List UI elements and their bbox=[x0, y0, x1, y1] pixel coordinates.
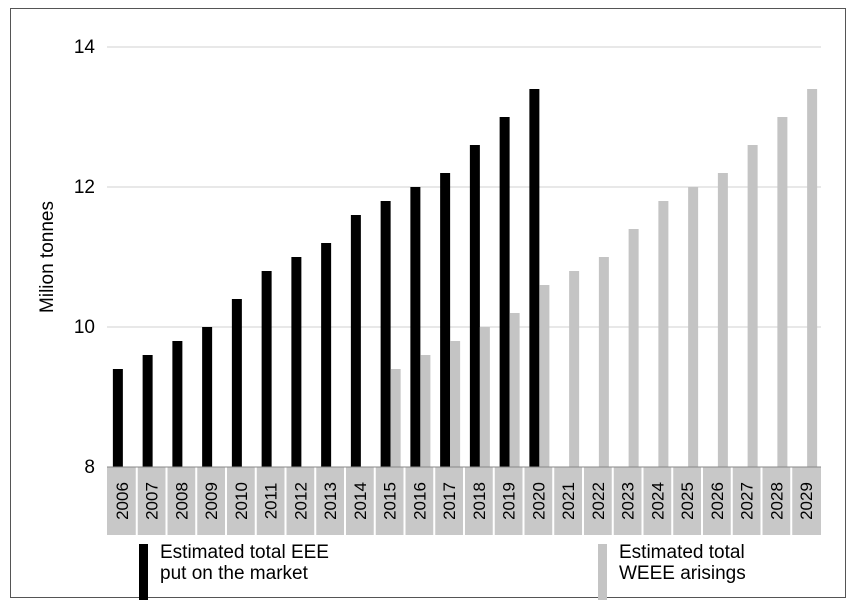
y-tick-label-10: 10 bbox=[74, 317, 95, 338]
legend-swatch-eee bbox=[139, 544, 148, 600]
x-tick-label-2007: 2007 bbox=[143, 482, 162, 520]
bar-eee-2018 bbox=[469, 145, 480, 467]
bar-weee-2021 bbox=[569, 271, 580, 467]
x-tick-label-2029: 2029 bbox=[797, 482, 816, 520]
bar-eee-2007 bbox=[142, 355, 153, 467]
legend-item-eee: Estimated total EEE put on the market bbox=[139, 542, 329, 600]
x-tick-label-2011: 2011 bbox=[262, 483, 281, 520]
legend-item-weee: Estimated total WEEE arisings bbox=[598, 542, 746, 600]
bar-eee-2009 bbox=[202, 327, 213, 467]
bar-weee-2022 bbox=[598, 257, 609, 467]
bar-weee-2017 bbox=[450, 341, 461, 467]
bar-eee-2014 bbox=[350, 215, 361, 467]
bar-eee-2011 bbox=[261, 271, 272, 467]
bar-weee-2020 bbox=[539, 285, 550, 467]
legend-label-weee: Estimated total WEEE arisings bbox=[619, 542, 746, 584]
x-tick-label-2023: 2023 bbox=[619, 482, 638, 520]
x-tick-label-2020: 2020 bbox=[529, 482, 548, 520]
x-tick-label-2022: 2022 bbox=[589, 482, 608, 520]
y-tick-label-12: 12 bbox=[74, 177, 95, 198]
x-tick-label-2027: 2027 bbox=[738, 482, 757, 520]
bar-weee-2025 bbox=[688, 187, 699, 467]
legend-label-eee: Estimated total EEE put on the market bbox=[160, 542, 329, 584]
bar-weee-2015 bbox=[390, 369, 401, 467]
x-tick-label-2015: 2015 bbox=[381, 482, 400, 520]
chart-frame: 8 10 12 14 Milion tonnes 2006 2007 2008 2009 2010… bbox=[10, 8, 846, 600]
x-tick-label-2012: 2012 bbox=[291, 482, 310, 520]
bar-weee-2028 bbox=[777, 117, 788, 467]
bar-eee-2020 bbox=[529, 89, 540, 467]
y-axis-label: Milion tonnes bbox=[37, 201, 58, 313]
bar-weee-2029 bbox=[807, 89, 818, 467]
x-tick-label-2009: 2009 bbox=[202, 482, 221, 520]
bar-weee-2027 bbox=[747, 145, 758, 467]
x-tick-label-2019: 2019 bbox=[500, 482, 519, 520]
x-tick-label-2021: 2021 bbox=[559, 482, 578, 520]
bar-weee-2019 bbox=[509, 313, 520, 467]
bar-weee-2023 bbox=[628, 229, 639, 467]
x-tick-label-2024: 2024 bbox=[648, 482, 667, 520]
bar-weee-2024 bbox=[658, 201, 669, 467]
bar-eee-2017 bbox=[440, 173, 451, 467]
x-tick-label-2010: 2010 bbox=[232, 482, 251, 520]
bar-eee-2008 bbox=[172, 341, 183, 467]
legend-swatch-weee bbox=[598, 544, 607, 600]
x-tick-label-2026: 2026 bbox=[708, 482, 727, 520]
bar-eee-2012 bbox=[291, 257, 302, 467]
x-tick-label-2017: 2017 bbox=[440, 482, 459, 520]
x-tick-label-2008: 2008 bbox=[172, 482, 191, 520]
x-tick-label-2028: 2028 bbox=[767, 482, 786, 520]
bar-eee-2019 bbox=[499, 117, 510, 467]
x-tick-label-2025: 2025 bbox=[678, 482, 697, 520]
x-tick-label-2016: 2016 bbox=[410, 482, 429, 520]
bar-weee-2016 bbox=[420, 355, 431, 467]
bar-eee-2015 bbox=[380, 201, 391, 467]
bar-weee-2018 bbox=[479, 327, 490, 467]
x-tick-label-2013: 2013 bbox=[321, 482, 340, 520]
bar-eee-2013 bbox=[321, 243, 332, 467]
bar-weee-2026 bbox=[717, 173, 728, 467]
bar-eee-2010 bbox=[231, 299, 242, 467]
bar-chart: 8 10 12 14 Milion tonnes 2006 2007 2008 2009 2010… bbox=[37, 37, 821, 535]
x-tick-label-2006: 2006 bbox=[113, 482, 132, 520]
bar-eee-2016 bbox=[410, 187, 421, 467]
y-tick-label-14: 14 bbox=[74, 37, 96, 58]
bar-eee-2006 bbox=[112, 369, 123, 467]
y-tick-label-8: 8 bbox=[84, 457, 95, 478]
x-tick-label-2014: 2014 bbox=[351, 482, 370, 520]
x-tick-label-2018: 2018 bbox=[470, 482, 489, 520]
